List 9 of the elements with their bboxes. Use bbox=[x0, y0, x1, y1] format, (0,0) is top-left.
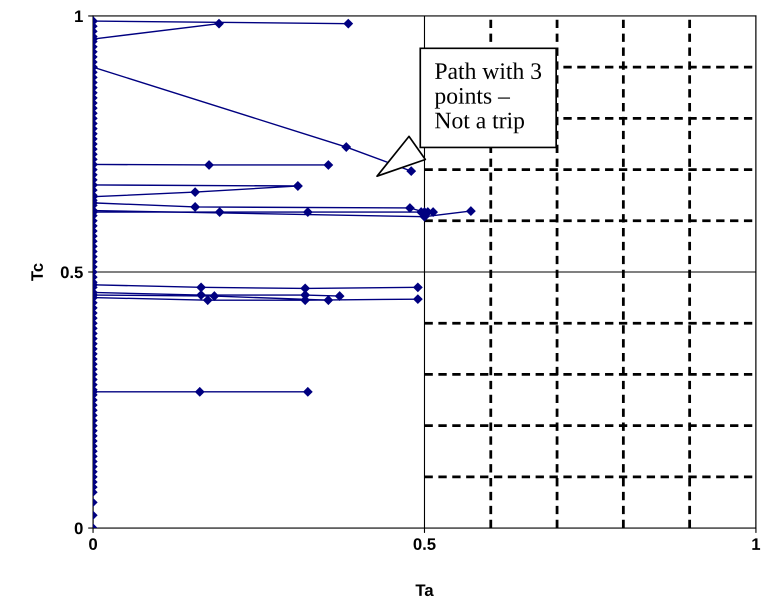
x-tick-label: 1 bbox=[752, 538, 760, 550]
y-tick-label: 1 bbox=[75, 10, 83, 22]
y-tick-label: 0 bbox=[74, 522, 83, 534]
x-tick-label: 0.5 bbox=[414, 538, 436, 550]
y-tick-label: 0.5 bbox=[60, 266, 83, 278]
annotation: Path with 3 points – Not a trip bbox=[434, 62, 542, 134]
x-tick-label: 0 bbox=[89, 538, 97, 550]
x-axis-title: Ta bbox=[416, 584, 434, 596]
y-axis-title: Tc bbox=[31, 263, 43, 281]
